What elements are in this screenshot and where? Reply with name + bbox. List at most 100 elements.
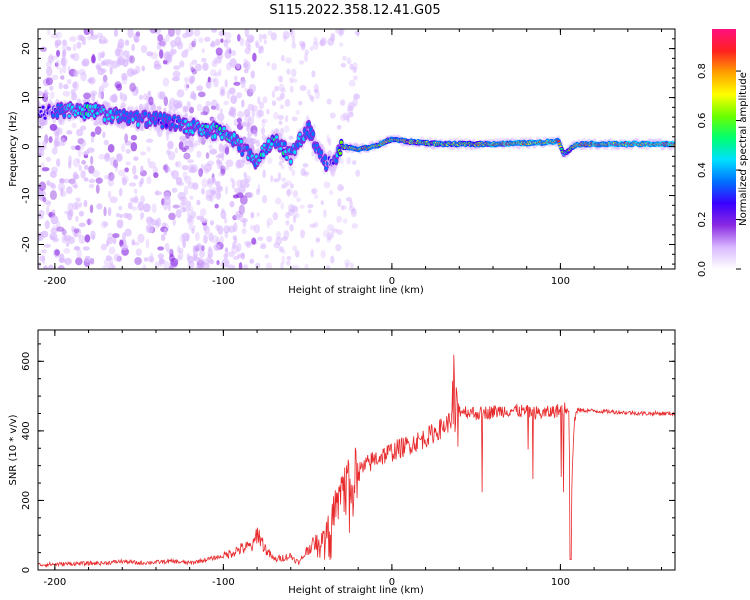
spectrogram-y-tick-label: 20 (21, 42, 32, 55)
snr-y-axis-label: SNR (10 * v/v) (8, 414, 19, 485)
spectrogram-noise-blob (166, 53, 173, 64)
spectrogram-ridge-core (279, 147, 283, 151)
spectrogram-noise-blob (78, 164, 82, 172)
spectrogram-noise-blob (188, 205, 194, 213)
spectrogram-noise-blob (336, 229, 343, 235)
spectrogram-noise-blob (87, 218, 91, 226)
spectrogram-noise-blob (109, 156, 117, 167)
spectrogram-noise-blob (186, 253, 190, 261)
spectrogram-noise-blob (108, 262, 115, 269)
spectrogram-noise-blob (257, 183, 261, 193)
spectrogram-noise-blob (71, 225, 75, 233)
spectrogram-noise-blob (337, 198, 342, 208)
spectrogram-noise-blob (58, 137, 65, 142)
spectrogram-noise-blob (199, 208, 207, 217)
spectrogram-noise-blob (320, 200, 324, 205)
spectrogram-noise-blob (244, 47, 251, 55)
spectrogram-noise-blob (174, 147, 178, 154)
spectrogram-noise-blob (129, 197, 137, 203)
spectrogram-noise-blob (38, 261, 42, 268)
spectrogram-noise-blob (348, 79, 356, 87)
spectrogram-noise-blob (197, 257, 204, 264)
spectrogram-noise-blob (76, 41, 82, 49)
spectrogram-noise-blob (299, 229, 306, 239)
spectrogram-noise-blob (330, 231, 335, 237)
spectrogram-noise-blob (158, 258, 166, 265)
spectrogram-noise-blob (163, 195, 171, 206)
spectrogram-noise-blob (189, 195, 194, 200)
spectrogram-noise-blob (89, 257, 95, 265)
spectrogram-noise-blob (133, 174, 139, 180)
spectrogram-noise-blob (113, 29, 119, 37)
spectrogram-noise-blob (122, 232, 126, 242)
spectrogram-noise-blob (146, 51, 154, 57)
spectrogram-noise-blob (261, 134, 267, 141)
spectrogram-noise-blob (49, 182, 55, 188)
spectrogram-noise-blob (205, 194, 213, 201)
spectrogram-noise-blob (202, 62, 209, 72)
spectrogram-noise-blob (98, 153, 106, 160)
spectrogram-noise-blob (237, 34, 241, 42)
spectrogram-noise-blob (238, 204, 245, 215)
spectrogram-noise-blob (281, 164, 285, 170)
spectrogram-noise-blob (248, 36, 254, 44)
spectrogram-noise-blob (55, 31, 62, 39)
spectrogram-noise-blob (120, 92, 127, 103)
spectrogram-noise-blob (281, 249, 286, 254)
spectrogram-noise-blob (80, 170, 86, 179)
spectrogram-noise-blob (51, 166, 58, 174)
spectrogram-noise-blob (263, 39, 267, 45)
spectrogram-noise-blob (340, 99, 346, 106)
spectrogram-noise-blob (353, 93, 361, 100)
spectrogram-noise-blob (242, 62, 249, 69)
spectrogram-noise-blob (235, 210, 242, 221)
spectrogram-noise-blob (213, 72, 222, 77)
spectrogram-ridge-core (158, 113, 162, 118)
spectrogram-x-ticks: -200 -100 0 100 (44, 29, 663, 287)
spectrogram-noise-blob (326, 98, 332, 105)
spectrogram-noise-blob (198, 168, 203, 177)
spectrogram-noise-blob (78, 235, 87, 244)
spectrogram-noise-blob (72, 81, 78, 89)
spectrogram-noise-blob (90, 131, 96, 138)
spectrogram-noise-blob (40, 46, 47, 53)
spectrogram-noise-blob (49, 91, 55, 99)
spectrogram-noise-blob (211, 177, 215, 185)
spectrogram-y-tick-label: -20 (21, 236, 32, 252)
spectrogram-noise-blob (311, 188, 316, 195)
snr-panel: -200 -100 0 100 0 200 400 600 Height of straig… (8, 329, 676, 596)
spectrogram-noise-blob (346, 156, 352, 165)
spectrogram-noise-blob (351, 223, 359, 229)
spectrogram-noise-blob (215, 47, 223, 56)
spectrogram-noise-blob (202, 105, 210, 116)
spectrogram-noise-blob (286, 188, 291, 197)
spectrogram-ridge-core (76, 111, 81, 115)
spectrogram-noise-blob (210, 40, 216, 47)
spectrogram-noise-blob (90, 155, 94, 165)
spectrogram-ridge-core (334, 158, 338, 164)
spectrogram-noise-blob (205, 100, 211, 107)
spectrogram-noise-blob (262, 96, 268, 104)
spectrogram-noise-blob (121, 72, 128, 81)
spectrogram-noise-blob (231, 49, 237, 56)
spectrogram-noise-blob (104, 153, 111, 162)
spectrogram-ridge-core (162, 113, 166, 118)
spectrogram-noise-blob (236, 117, 243, 124)
spectrogram-noise-blob (38, 141, 42, 147)
spectrogram-noise-blob (105, 255, 112, 261)
spectrogram-noise-blob (184, 48, 190, 53)
spectrogram-noise-blob (281, 177, 287, 182)
spectrogram-noise-blob (291, 35, 296, 44)
spectrogram-ridge-core (125, 112, 129, 116)
spectrogram-noise-blob (130, 134, 137, 141)
spectrogram-noise-blob (74, 246, 80, 251)
spectrogram-noise-blob (193, 249, 199, 259)
spectrogram-ridge-core (187, 122, 191, 127)
spectrogram-ridge-core (86, 112, 91, 118)
spectrogram-noise-blob (106, 174, 111, 181)
spectrogram-noise-blob (205, 79, 213, 89)
spectrogram-noise-blob (189, 106, 195, 114)
spectrogram-noise-blob (191, 69, 198, 75)
spectrogram-noise-blob (85, 218, 94, 225)
spectrogram-noise-blob (232, 241, 237, 249)
